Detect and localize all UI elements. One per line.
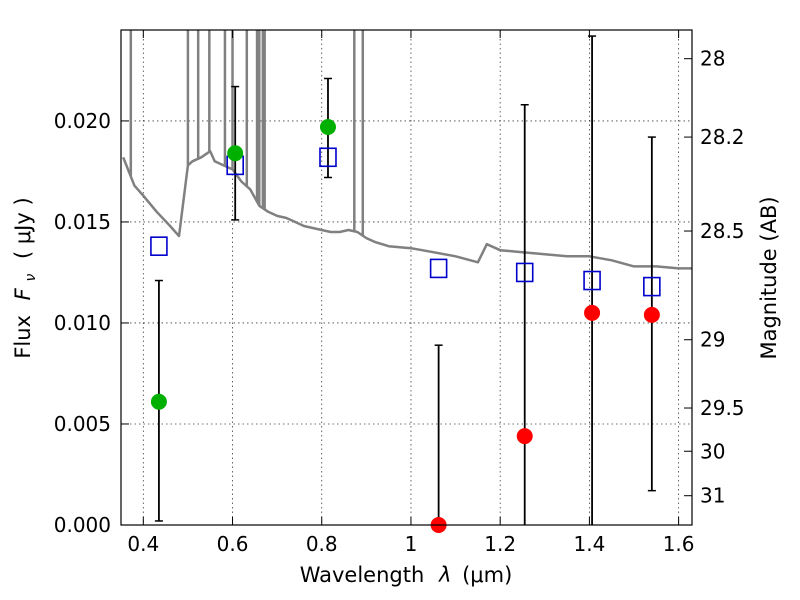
x-tick-labels: 0.4 0.6 0.8 1 1.2 1.4 1.6 <box>127 532 694 556</box>
y2-tick-label: 29 <box>700 328 725 352</box>
y2-tick-label: 31 <box>700 484 725 508</box>
y2-tick-label: 28 <box>700 47 725 71</box>
y-tick-labels: 0.000 0.005 0.010 0.015 0.020 <box>54 109 111 537</box>
x-tick-label: 0.8 <box>306 532 338 556</box>
x-tick-label: 0.4 <box>127 532 159 556</box>
y-tick-label: 0.010 <box>54 311 111 335</box>
y-tick-label: 0.015 <box>54 210 111 234</box>
y-tick-label: 0.000 <box>54 513 111 537</box>
template-line <box>122 149 692 270</box>
x-tick-label: 0.6 <box>217 532 249 556</box>
model-photometry-point <box>319 147 337 168</box>
x-tick-label: 1 <box>405 532 418 556</box>
y2-tick-label: 28.5 <box>700 219 745 243</box>
y-axis-label: Flux F ν ( μJy ) <box>11 197 40 358</box>
detection-point <box>150 393 167 410</box>
y2-tick-labels: 28 28.2 28.5 29 29.5 30 31 <box>700 47 745 508</box>
plot-area <box>121 30 692 525</box>
y-tick-label: 0.020 <box>54 109 111 133</box>
detection-point <box>319 118 336 135</box>
axis-ticks <box>121 30 692 526</box>
x-tick-label: 1.6 <box>663 532 695 556</box>
data-markers <box>150 118 661 533</box>
upper-limit-point <box>516 428 533 445</box>
y2-tick-label: 29.5 <box>700 396 745 420</box>
detection-point <box>227 145 244 162</box>
model-photometry-point <box>515 262 534 283</box>
y2-tick-label: 30 <box>700 439 725 463</box>
upper-limit-point <box>643 306 660 323</box>
plot-frame <box>120 29 693 526</box>
error-bars <box>154 35 656 525</box>
model-photometry-point <box>583 270 601 291</box>
y-tick-label: 0.005 <box>54 412 111 436</box>
model-photometry-point <box>643 276 661 297</box>
y2-tick-label: 28.2 <box>700 125 745 149</box>
x-tick-label: 1.2 <box>484 532 516 556</box>
model-photometry-point <box>150 236 168 256</box>
upper-limit-point <box>584 304 601 321</box>
gridlines <box>121 30 692 526</box>
y2-axis-label: Magnitude (AB) <box>757 196 781 359</box>
x-axis-label: Wavelength λ (μm) <box>300 563 513 587</box>
x-tick-label: 1.4 <box>573 532 605 556</box>
model-photometry-point <box>429 258 448 279</box>
